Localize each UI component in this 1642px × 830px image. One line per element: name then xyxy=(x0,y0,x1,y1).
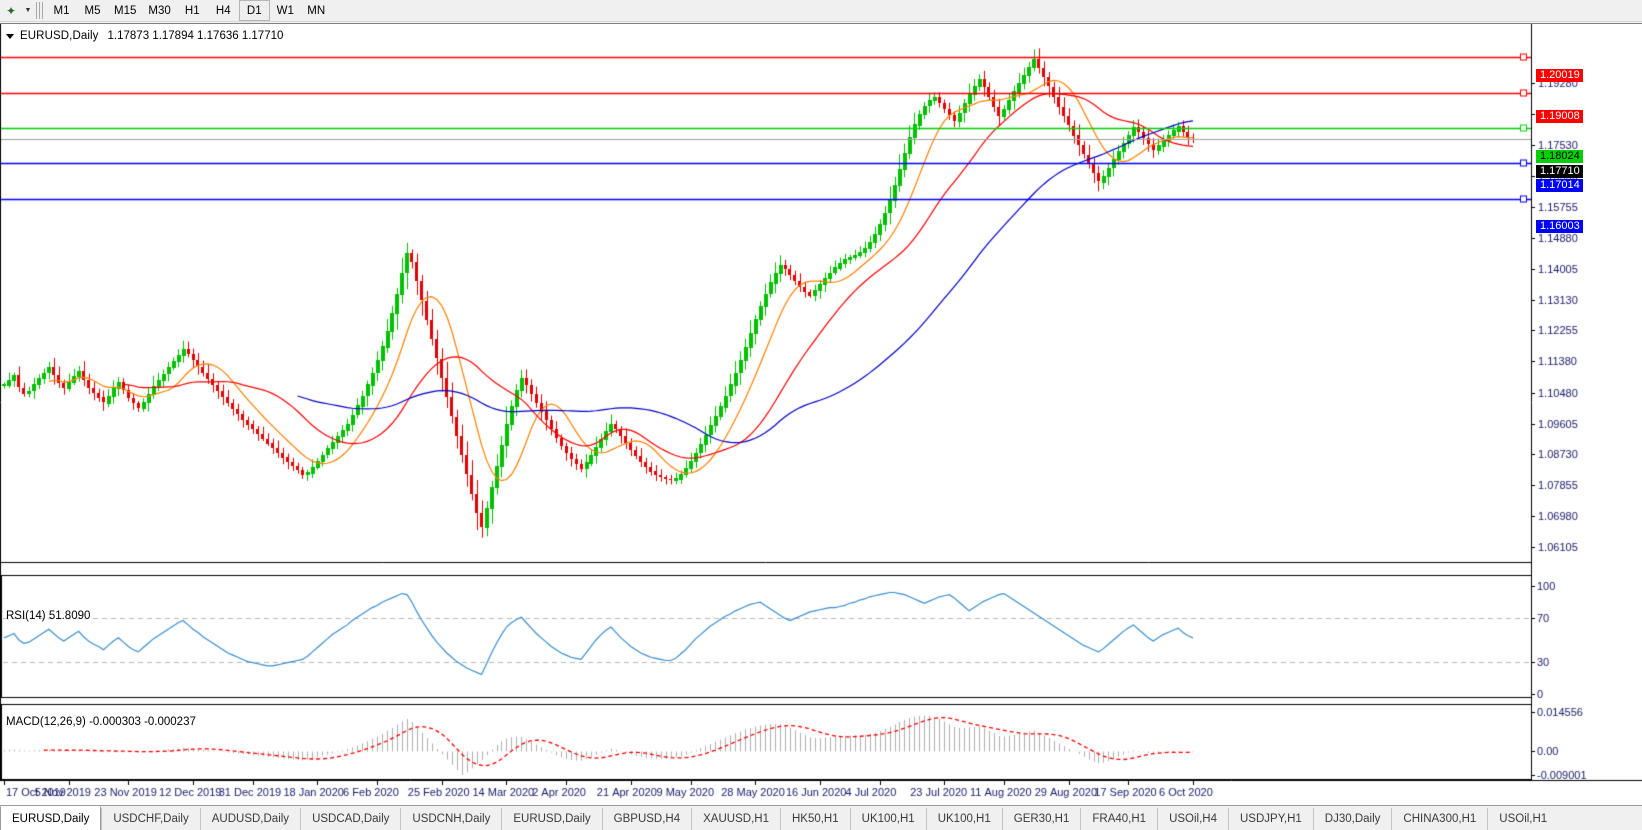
price-level-tag[interactable]: 1.17014 xyxy=(1536,179,1583,192)
timeframe-button-w1[interactable]: W1 xyxy=(276,4,294,17)
timeframe-button-m30[interactable]: M30 xyxy=(148,4,171,17)
chart-tab-audusd-daily[interactable]: AUDUSD,Daily xyxy=(199,808,300,830)
chart-tab-usoil-h4[interactable]: USOil,H4 xyxy=(1157,808,1228,830)
chart-tab-uk100-h1[interactable]: UK100,H1 xyxy=(925,808,1002,830)
chart-tab-eurusd-daily[interactable]: EURUSD,Daily xyxy=(0,806,102,830)
rsi-indicator-label: RSI(14) 51.8090 xyxy=(6,610,91,622)
chart-tab-usdchf-daily[interactable]: USDCHF,Daily xyxy=(101,808,199,830)
timeframe-button-m1[interactable]: M1 xyxy=(53,4,70,17)
chevron-down-icon[interactable]: ▼ xyxy=(24,7,32,14)
macd-indicator-label: MACD(12,26,9) -0.000303 -0.000237 xyxy=(6,716,196,728)
timeframe-toolbar: ✦ ▼ M1 M5 M15 M30 H1 H4 D1 W1 MN xyxy=(0,0,1642,22)
price-level-tag[interactable]: 1.18024 xyxy=(1536,150,1583,163)
chart-tab-usoil-h1[interactable]: USOil,H1 xyxy=(1487,808,1558,830)
price-level-tag[interactable]: 1.19008 xyxy=(1536,110,1583,123)
price-level-tag[interactable]: 1.17710 xyxy=(1536,165,1583,178)
timeframe-button-h1[interactable]: H1 xyxy=(184,4,200,17)
chart-tab-xauusd-h1[interactable]: XAUUSD,H1 xyxy=(691,808,780,830)
chart-symbol-label: EURUSD,Daily xyxy=(20,30,99,42)
chart-tab-eurusd-daily[interactable]: EURUSD,Daily xyxy=(501,808,601,830)
chart-tab-ger30-h1[interactable]: GER30,H1 xyxy=(1001,808,1081,830)
chart-tab-dj30-daily[interactable]: DJ30,Daily xyxy=(1312,808,1392,830)
timeframe-button-m5[interactable]: M5 xyxy=(84,4,101,17)
cursor-crosshair-icon[interactable]: ✦ xyxy=(5,3,17,18)
chart-tab-uk100-h1[interactable]: UK100,H1 xyxy=(849,808,926,830)
price-level-tag[interactable]: 1.20019 xyxy=(1536,69,1583,82)
timeframe-button-group: M1 M5 M15 M30 H1 H4 D1 W1 MN xyxy=(46,0,332,21)
chart-ohlc-values: 1.17873 1.17894 1.17636 1.17710 xyxy=(107,30,284,42)
timeframe-button-d1[interactable]: D1 xyxy=(238,0,270,21)
timeframe-button-mn[interactable]: MN xyxy=(307,4,326,17)
price-level-tag[interactable]: 1.16003 xyxy=(1536,220,1583,233)
chart-symbol-header: EURUSD,Daily 1.17873 1.17894 1.17636 1.1… xyxy=(6,30,283,42)
chart-tab-fra40-h1[interactable]: FRA40,H1 xyxy=(1080,808,1157,830)
chart-tab-usdjpy-h1[interactable]: USDJPY,H1 xyxy=(1228,808,1313,830)
chart-tab-gbpusd-h4[interactable]: GBPUSD,H4 xyxy=(601,808,691,830)
chart-tab-usdcad-daily[interactable]: USDCAD,Daily xyxy=(300,808,400,830)
chart-tab-hk50-h1[interactable]: HK50,H1 xyxy=(779,808,850,830)
chart-area[interactable]: EURUSD,Daily 1.17873 1.17894 1.17636 1.1… xyxy=(0,23,1642,806)
timeframe-button-m15[interactable]: M15 xyxy=(114,4,137,17)
timeframe-button-h4[interactable]: H4 xyxy=(215,4,231,17)
toolbar-drag-handle[interactable] xyxy=(36,2,43,19)
chart-tab-bar: EURUSD,Daily USDCHF,Daily AUDUSD,Daily USDC… xyxy=(0,805,1642,830)
chart-tab-usdcnh-daily[interactable]: USDCNH,Daily xyxy=(400,808,501,830)
collapse-triangle-icon[interactable] xyxy=(6,33,14,39)
chart-tab-china300-h1[interactable]: CHINA300,H1 xyxy=(1391,808,1487,830)
price-chart-canvas[interactable] xyxy=(0,24,1642,806)
